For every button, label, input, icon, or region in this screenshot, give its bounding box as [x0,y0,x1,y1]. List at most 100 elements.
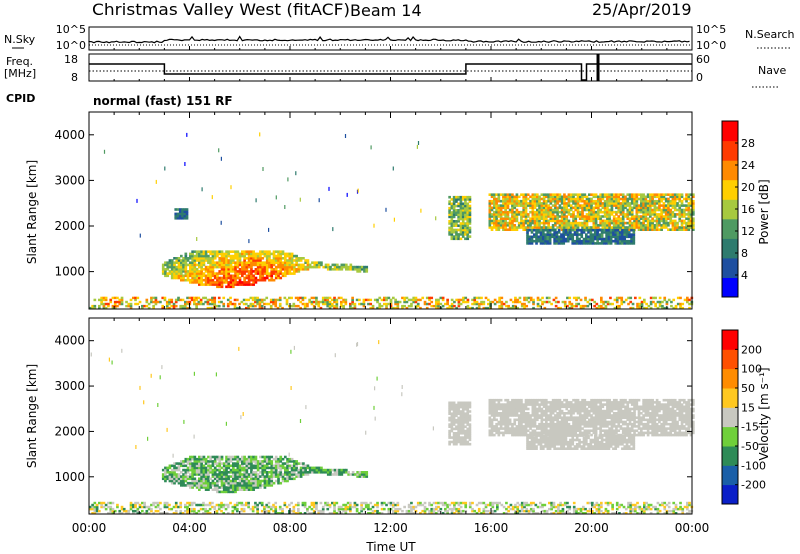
heatmap-cell [560,429,564,432]
heatmap-cell [459,418,463,422]
heatmap-cell [513,405,517,409]
heatmap-cell [247,270,251,273]
heatmap-cell [533,409,537,413]
heatmap-cell [274,462,278,465]
heatmap-cell [596,242,599,245]
heatmap-cell [646,195,650,199]
heatmap-cell [504,210,507,214]
heatmap-cell [213,473,217,476]
heatmap-cell [351,298,354,302]
heatmap-cell [464,300,468,304]
heatmap-cell [452,436,456,439]
heatmap-cell [184,265,188,269]
heatmap-cell [614,231,618,234]
heatmap-cell [689,197,693,201]
heatmap-cell [578,199,582,203]
heatmap-cell [499,208,503,212]
heatmap-cell [241,261,244,264]
heatmap-cell [455,405,458,409]
heatmap-cell [584,298,587,302]
heatmap-cell [430,300,434,304]
heatmap-cell [506,193,510,196]
heatmap-cell [220,281,224,284]
heatmap-cell [532,302,535,306]
heatmap-cell [180,475,183,478]
heatmap-cell [466,304,470,308]
heatmap-cell [209,283,212,286]
heatmap-cell [515,418,519,422]
heatmap-cell [637,204,641,207]
heatmap-cell [688,298,691,302]
heatmap-cell [220,477,224,481]
heatmap-cell [293,272,296,275]
heatmap-cell [550,302,553,306]
heatmap-cell [466,442,470,446]
heatmap-cell [193,477,197,481]
heatmap-cell [488,202,492,205]
heatmap-cell [522,199,526,203]
heatmap-cell [533,422,537,426]
heatmap-cell [238,477,242,481]
heatmap-cell [599,204,602,207]
heatmap-cell [281,462,285,465]
heatmap-cell [281,457,285,461]
heatmap-cell [581,418,584,422]
heatmap-cell [118,302,122,306]
heatmap-cell [272,261,276,264]
heatmap-cell [168,475,172,478]
heatmap-cell [640,210,643,214]
heatmap-cell [597,195,600,199]
heatmap-cell [522,195,526,199]
heatmap-cell [533,204,537,207]
heatmap-cell [211,278,215,282]
heatmap-cell [315,261,319,264]
heatmap-cell [522,403,526,406]
heatmap-cell [669,204,673,207]
heatmap-cell [138,300,142,304]
heatmap-cell [578,431,582,435]
heatmap-cell [468,429,472,433]
heatmap-cell [270,278,274,282]
heatmap-cell [583,431,587,435]
heatmap-cell [243,488,246,491]
heatmap-cell [268,257,271,260]
heatmap-cell [457,202,460,206]
heatmap-cell [506,416,510,419]
heatmap-cell [651,208,654,212]
heatmap-cell [338,471,341,474]
heatmap-cell [360,475,364,478]
heatmap-cell [461,425,465,428]
heatmap-cell [186,270,190,273]
heatmap-cell [195,304,198,308]
heatmap-cell [511,193,514,196]
heatmap-cell [450,306,454,310]
heatmap-cell [211,257,215,260]
heatmap-cell [528,239,532,243]
heatmap-cell [118,298,122,302]
heatmap-cell [197,296,201,300]
heatmap-cell [515,414,519,417]
heatmap-cell [542,226,546,229]
heatmap-cell [204,278,208,282]
heatmap-cell [557,231,561,234]
heatmap-cell [635,204,639,207]
heatmap-cell [561,300,565,304]
heatmap-cell [259,455,262,459]
heatmap-cell [640,197,643,201]
heatmap-cell [559,306,562,310]
heatmap-cell [567,199,571,203]
heatmap-cell [526,418,530,422]
heatmap-cell [531,206,535,210]
heatmap-cell [225,268,228,271]
heatmap-cell [185,210,189,213]
heatmap-cell [455,410,458,413]
heatmap-cell [649,215,652,218]
heatmap-cell [583,202,587,205]
heatmap-cell [150,298,153,302]
heatmap-cell [238,281,242,284]
heatmap-cell [619,217,623,220]
heatmap-cell [193,276,197,280]
heatmap-cell [581,224,584,227]
heatmap-cell [540,197,544,201]
heatmap-cell [450,405,454,409]
